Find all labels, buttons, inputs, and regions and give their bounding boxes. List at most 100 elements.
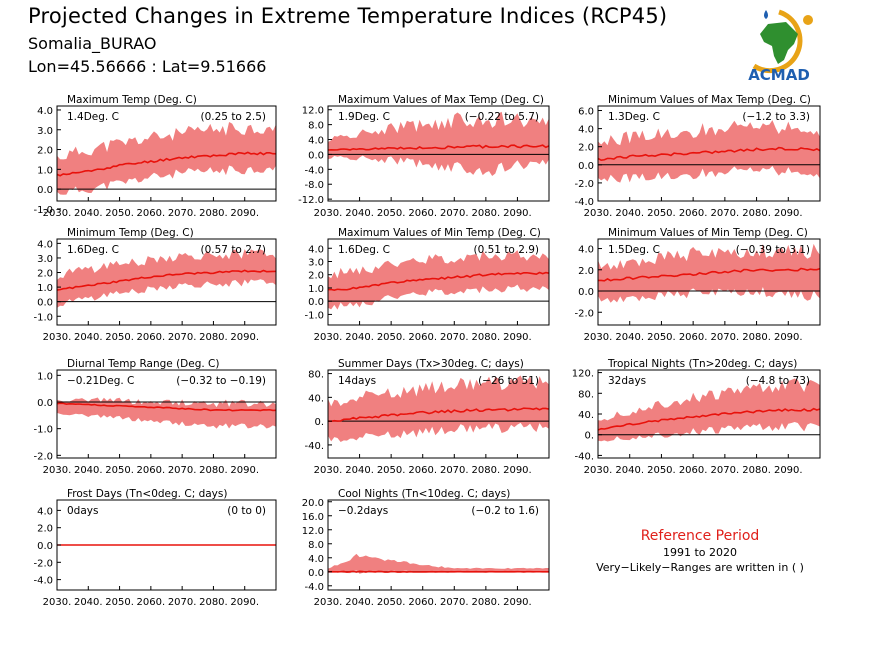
change-value: 1.6Deg. C: [67, 244, 119, 256]
x-tick-label: 2030.: [314, 597, 343, 608]
x-tick-label: 2060.: [137, 465, 166, 476]
x-tick-label: 2080.: [472, 208, 501, 219]
median-line: [597, 407, 821, 431]
x-tick-label: 2090.: [503, 332, 532, 343]
x-tick-label: 2030.: [43, 597, 72, 608]
y-tick-label: -2.0: [33, 451, 53, 462]
y-tick-label: 0.: [314, 417, 324, 428]
y-tick-label: 4.0: [308, 554, 324, 565]
chart-title: Summer Days (Tx>30deg. C; days): [338, 358, 524, 370]
x-tick-label: 2070.: [440, 208, 469, 219]
y-tick-label: 0.: [584, 431, 594, 442]
y-tick-label: -4.0: [574, 197, 594, 208]
x-tick-label: 2090.: [503, 465, 532, 476]
x-tick-label: 2030.: [314, 208, 343, 219]
x-tick-label: 2070.: [168, 465, 197, 476]
range-band: [598, 378, 820, 442]
plot-frame: [327, 238, 550, 326]
x-tick-label: 2040.: [615, 208, 644, 219]
plot-frame: [327, 499, 550, 591]
x-tick-label: 2070.: [440, 465, 469, 476]
x-tick-label: 2030.: [43, 465, 72, 476]
plot-frame: [56, 238, 277, 326]
x-tick-label: 2090.: [230, 465, 259, 476]
chart-panel: 12.0 8.0 4.0 0.0 -4.0 -8.0 -12.0 2030. 2040. 2050…: [298, 94, 550, 219]
y-tick-label: 80.: [308, 370, 324, 381]
acmad-logo: ACMAD: [748, 9, 813, 84]
y-tick-label: 2.0: [37, 269, 53, 280]
x-tick-label: 2060.: [408, 597, 437, 608]
location-label: Somalia_BURAO: [28, 34, 157, 53]
x-tick-label: 2050.: [105, 465, 134, 476]
y-tick-label: 120.: [572, 369, 594, 380]
plot-frame: [56, 369, 277, 459]
x-tick-label: 2040.: [615, 332, 644, 343]
x-tick-label: 2090.: [230, 208, 259, 219]
plot-frame: [597, 105, 821, 202]
y-tick-label: 2.0: [37, 524, 53, 535]
y-tick-label: 8.0: [308, 540, 324, 551]
likely-range: (0.25 to 2.5): [201, 111, 267, 123]
x-tick-label: 2050.: [105, 597, 134, 608]
x-tick-label: 2060.: [679, 465, 708, 476]
y-tick-label: 0.0: [578, 287, 594, 298]
chart-panel: 120. 80. 40. 0. -40. 2030. 2040. 2050. 2060. 2070…: [572, 358, 821, 476]
likely-range: (0 to 0): [227, 505, 266, 517]
y-tick-label: 0.0: [578, 161, 594, 172]
x-tick-label: 2050.: [377, 332, 406, 343]
y-tick-label: -8.0: [304, 180, 324, 191]
chart-title: Cool Nights (Tn<10deg. C; days): [338, 488, 510, 500]
x-tick-label: 2030.: [314, 332, 343, 343]
x-tick-label: 2090.: [774, 332, 803, 343]
x-tick-label: 2090.: [503, 597, 532, 608]
y-tick-label: 4.0: [308, 244, 324, 255]
y-tick-label: 40.: [308, 393, 324, 404]
chart-panel: 20.0 16.0 12.0 8.0 4.0 0.0 -4.0 2030. 2040. 2050.…: [302, 488, 550, 608]
change-value: 32days: [608, 375, 646, 387]
y-tick-label: 12.0: [302, 106, 324, 117]
x-tick-label: 2090.: [774, 208, 803, 219]
chart-panel: 4.0 2.0 0.0 -2.0 -4.0 2030. 2040. 2050. 2060. 207…: [33, 488, 277, 608]
y-tick-label: -40.: [574, 451, 594, 462]
y-tick-label: -1.0: [33, 312, 53, 323]
y-tick-label: 4.0: [37, 239, 53, 250]
y-tick-label: -4.0: [33, 576, 53, 587]
y-tick-label: 0.0: [37, 185, 53, 196]
change-value: 1.9Deg. C: [338, 111, 390, 123]
reference-period: Reference Period 1991 to 2020 Very−Likel…: [580, 528, 820, 574]
chart-title: Minimum Values of Min Temp (Deg. C): [608, 227, 808, 239]
header: Projected Changes in Extreme Temperature…: [0, 0, 879, 90]
logo-ring: [752, 9, 803, 74]
median-line: [327, 407, 550, 423]
reference-years: 1991 to 2020: [662, 546, 738, 559]
x-tick-label: 2030.: [584, 465, 613, 476]
chart-panel: 80. 40. 0. -40. 2030. 2040. 2050. 2060. 2070. 208…: [304, 358, 550, 476]
water-drop-icon: [764, 10, 768, 19]
y-tick-label: 80.: [578, 389, 594, 400]
x-tick-label: 2060.: [408, 332, 437, 343]
y-tick-label: 16.0: [302, 512, 324, 523]
chart-title: Tropical Nights (Tn>20deg. C; days): [607, 358, 797, 370]
change-value: 1.4Deg. C: [67, 111, 119, 123]
x-tick-label: 2090.: [774, 465, 803, 476]
coordinates-label: Lon=45.56666 : Lat=9.51666: [28, 57, 267, 76]
x-tick-label: 2050.: [105, 332, 134, 343]
x-tick-label: 2040.: [74, 465, 103, 476]
change-value: −0.2days: [338, 505, 388, 517]
x-tick-label: 2050.: [647, 208, 676, 219]
x-tick-label: 2050.: [647, 332, 676, 343]
x-tick-label: 2050.: [377, 465, 406, 476]
y-tick-label: 4.0: [578, 125, 594, 136]
x-tick-label: 2040.: [74, 597, 103, 608]
y-tick-label: 0.0: [37, 541, 53, 552]
y-tick-label: -2.0: [574, 179, 594, 190]
x-tick-label: 2080.: [472, 465, 501, 476]
africa-icon: [760, 22, 798, 64]
x-tick-label: 2090.: [230, 332, 259, 343]
y-tick-label: -4.0: [304, 582, 324, 593]
reference-title: Reference Period: [640, 528, 760, 544]
